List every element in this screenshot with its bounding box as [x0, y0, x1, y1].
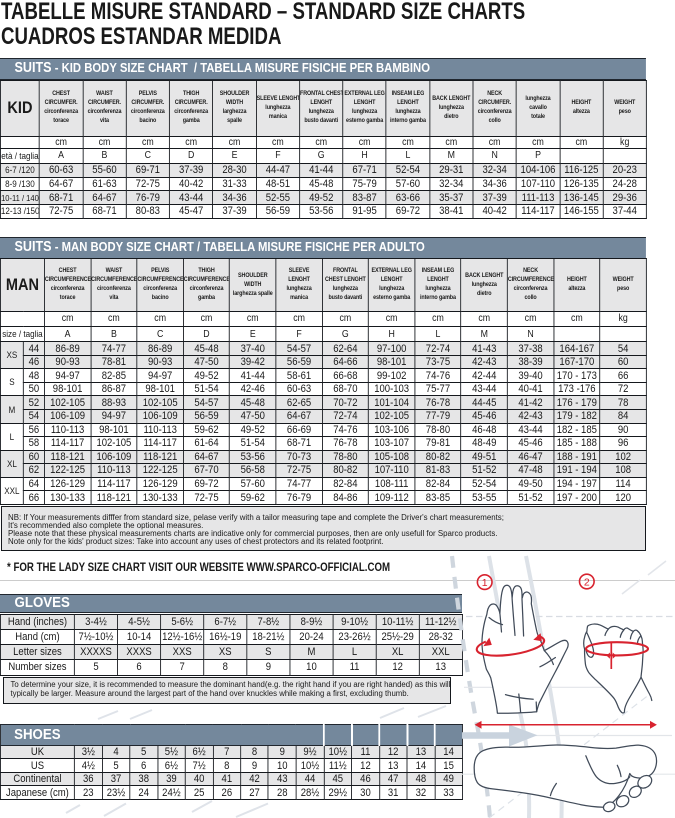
svg-text:2: 2 [584, 576, 590, 588]
svg-text:1: 1 [482, 577, 488, 589]
